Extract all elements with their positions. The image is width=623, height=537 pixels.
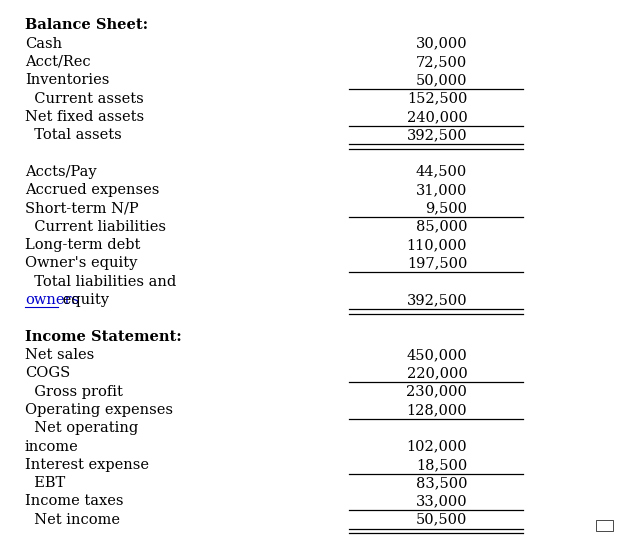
Text: 72,500: 72,500 (416, 55, 467, 69)
Text: Acct/Rec: Acct/Rec (25, 55, 90, 69)
Text: owners: owners (25, 293, 79, 307)
Text: Net income: Net income (25, 513, 120, 527)
Text: Cash: Cash (25, 37, 62, 50)
Text: EBT: EBT (25, 476, 65, 490)
Text: 30,000: 30,000 (416, 37, 467, 50)
Text: Total assets: Total assets (25, 128, 121, 142)
Text: 102,000: 102,000 (407, 439, 467, 454)
Text: Inventories: Inventories (25, 73, 109, 87)
Text: Income taxes: Income taxes (25, 495, 123, 509)
Text: 18,500: 18,500 (416, 458, 467, 472)
Text: Net operating: Net operating (25, 421, 138, 435)
Text: 9,500: 9,500 (426, 201, 467, 215)
Text: 50,000: 50,000 (416, 73, 467, 87)
Text: COGS: COGS (25, 366, 70, 380)
Text: Net sales: Net sales (25, 348, 94, 362)
Text: Income Statement:: Income Statement: (25, 330, 182, 344)
Text: Total liabilities and: Total liabilities and (25, 275, 176, 289)
Text: Net fixed assets: Net fixed assets (25, 110, 144, 124)
Text: 50,500: 50,500 (416, 513, 467, 527)
Text: 110,000: 110,000 (407, 238, 467, 252)
Text: income: income (25, 439, 78, 454)
Text: Owner's equity: Owner's equity (25, 256, 137, 270)
Text: Short-term N/P: Short-term N/P (25, 201, 138, 215)
Text: 128,000: 128,000 (407, 403, 467, 417)
Text: 44,500: 44,500 (416, 165, 467, 179)
Text: Interest expense: Interest expense (25, 458, 149, 472)
Text: Operating expenses: Operating expenses (25, 403, 173, 417)
Text: 392,500: 392,500 (407, 293, 467, 307)
Text: 152,500: 152,500 (407, 91, 467, 106)
Text: 197,500: 197,500 (407, 256, 467, 270)
Text: 450,000: 450,000 (406, 348, 467, 362)
Text: Accts/Pay: Accts/Pay (25, 165, 97, 179)
Text: 85,000: 85,000 (416, 220, 467, 234)
Text: 31,000: 31,000 (416, 183, 467, 197)
Text: Long-term debt: Long-term debt (25, 238, 140, 252)
Text: Current assets: Current assets (25, 91, 144, 106)
Text: Accrued expenses: Accrued expenses (25, 183, 159, 197)
Text: 240,000: 240,000 (406, 110, 467, 124)
Text: Current liabilities: Current liabilities (25, 220, 166, 234)
Text: 220,000: 220,000 (406, 366, 467, 380)
Text: equity: equity (58, 293, 109, 307)
Text: Gross profit: Gross profit (25, 384, 123, 398)
Text: 230,000: 230,000 (406, 384, 467, 398)
Text: 392,500: 392,500 (407, 128, 467, 142)
Text: 83,500: 83,500 (416, 476, 467, 490)
Text: Balance Sheet:: Balance Sheet: (25, 18, 148, 32)
Text: 33,000: 33,000 (416, 495, 467, 509)
